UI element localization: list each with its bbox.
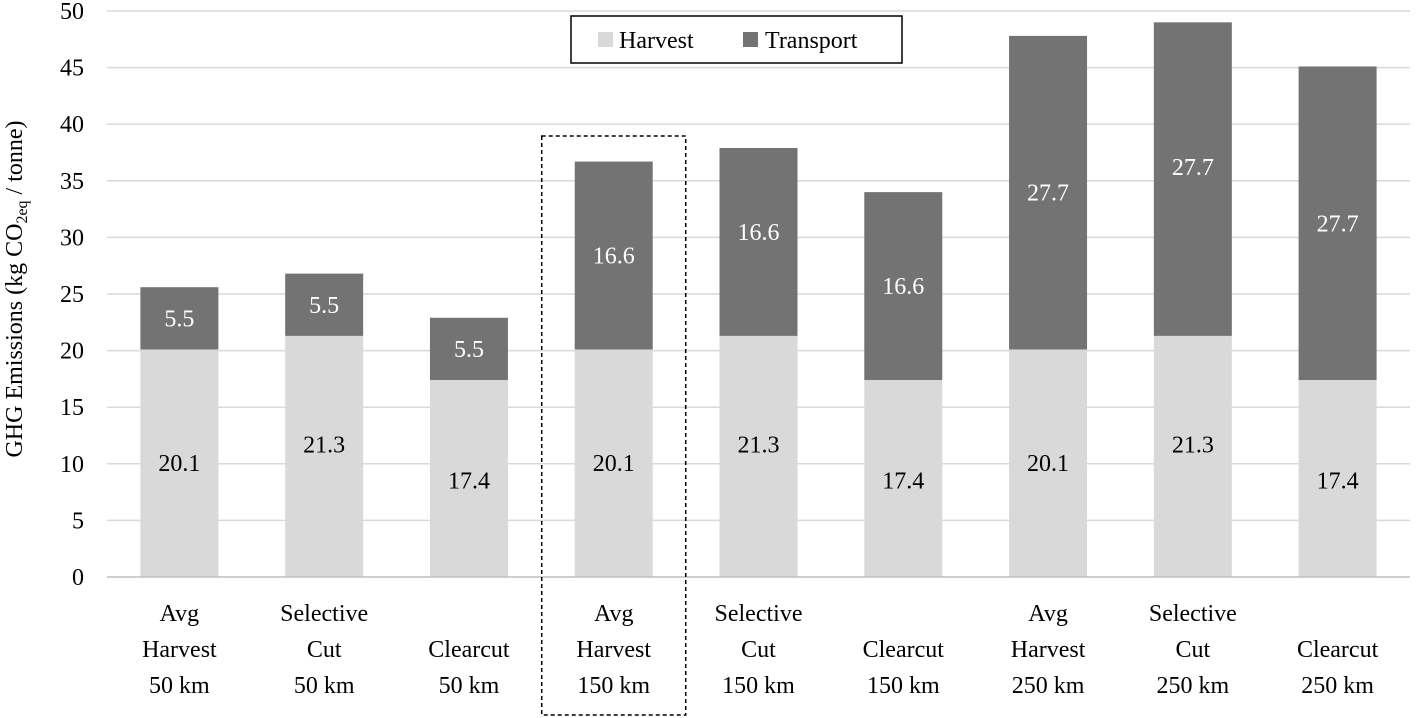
x-tick-label-line: Clearcut [1297,637,1379,663]
data-label-transport-8: 27.7 [1317,211,1359,237]
data-label-harvest-0: 20.1 [158,451,200,477]
legend-box [570,15,903,64]
x-tick-label: Clearcut 250 km [1297,637,1379,699]
y-tick-label: 0 [72,565,84,591]
y-tick-label: 45 [60,56,84,82]
x-tick-label-line: Cut [307,637,342,663]
x-tick-label-line: 50 km [439,673,500,699]
bar-transport-3 [574,161,653,350]
x-tick-label-line: Harvest [1011,637,1086,663]
x-tick-label-line: 250 km [1012,673,1085,699]
x-tick-label: Selective Cut 150 km [715,601,803,699]
x-tick-label-line: Clearcut [428,637,510,663]
bar-transport-5 [864,192,943,381]
x-tick-label: Avg Harvest 250 km [1011,601,1086,699]
data-label-transport-4: 16.6 [738,220,780,246]
data-label-harvest-5: 17.4 [882,469,924,495]
x-tick-label-line: 250 km [1301,673,1374,699]
y-tick-label: 40 [60,112,84,138]
bar-transport-7 [1153,22,1232,336]
data-label-transport-0: 5.5 [164,306,194,332]
bar-harvest-4 [719,335,798,577]
data-label-transport-2: 5.5 [454,337,484,363]
x-tick-label-line: 50 km [294,673,355,699]
bar-harvest-6 [1009,349,1088,577]
x-tick-label-line: 250 km [1156,673,1229,699]
x-tick-label-line: Avg [594,601,634,627]
legend-swatch-harvest [598,32,613,47]
x-tick-label-line: Selective [280,601,368,627]
data-label-transport-7: 27.7 [1172,155,1214,181]
data-label-transport-1: 5.5 [309,293,339,319]
bar-transport-2 [429,317,508,381]
x-tick-label: Selective Cut 250 km [1149,601,1237,699]
data-label-harvest-1: 21.3 [303,432,345,458]
y-axis-label: GHG Emissions (kg CO2eq / tonne) [2,120,31,457]
x-tick-label-line: 150 km [577,673,650,699]
y-axis-label-main: GHG Emissions (kg CO [2,224,28,458]
legend-swatch-transport [743,32,758,47]
x-tick-label-line: Selective [715,601,803,627]
x-tick-label: Clearcut 150 km [863,637,945,699]
x-tick-label-line: 50 km [149,673,210,699]
x-tick-label-line: 150 km [722,673,795,699]
bar-transport-6 [1009,35,1088,350]
x-tick-label: Avg Harvest 150 km [576,601,651,699]
data-label-harvest-8: 17.4 [1317,469,1359,495]
x-tick-label-line: Avg [1028,601,1068,627]
data-label-harvest-6: 20.1 [1027,451,1069,477]
data-label-harvest-3: 20.1 [593,451,635,477]
bar-harvest-8 [1298,380,1377,577]
x-tick-label-line: Harvest [142,637,217,663]
x-tick-label: Avg Harvest 50 km [142,601,217,699]
data-label-harvest-2: 17.4 [448,469,490,495]
y-axis-label-tail: / tonne) [2,120,28,200]
bar-transport-4 [719,147,798,336]
legend: Harvest Transport [570,15,903,64]
bar-harvest-1 [285,335,364,577]
legend-label-harvest: Harvest [619,28,694,54]
y-tick-label: 10 [60,452,84,478]
y-tick-label: 35 [60,169,84,195]
x-tick-label-line: Cut [1175,637,1210,663]
bar-harvest-3 [574,349,653,577]
y-tick-label: 15 [60,395,84,421]
data-label-harvest-7: 21.3 [1172,432,1214,458]
y-axis-label-subscript: 2eq [14,200,31,223]
x-tick-label-line: Harvest [576,637,651,663]
bar-harvest-7 [1153,335,1232,577]
x-tick-label: Selective Cut 50 km [280,601,368,699]
data-label-transport-3: 16.6 [593,244,635,270]
x-tick-label-line: Selective [1149,601,1237,627]
bar-transport-0 [140,287,219,350]
bar-data-labels: 20.1 5.5 21.3 5.5 17.4 5.5 20.1 16.6 21.3 16.6 17.… [158,155,1358,494]
y-tick-label: 20 [60,339,84,365]
data-label-transport-6: 27.7 [1027,181,1069,207]
y-tick-label: 50 [60,0,84,25]
bar-harvest-5 [864,380,943,577]
bars [140,22,1377,577]
y-tick-label: 30 [60,225,84,251]
data-label-transport-5: 16.6 [882,274,924,300]
x-tick-label-line: Cut [741,637,776,663]
bar-harvest-0 [140,349,219,577]
x-tick-label-line: Avg [160,601,200,627]
highlight-dashed-box [540,135,687,716]
bar-transport-1 [285,273,364,336]
legend-label-transport: Transport [765,28,858,54]
x-tick-label: Clearcut 50 km [428,637,510,699]
y-tick-label: 25 [60,282,84,308]
bar-transport-8 [1298,66,1377,381]
x-tick-label-line: 150 km [867,673,940,699]
x-tick-label-line: Clearcut [863,637,945,663]
bar-harvest-2 [429,380,508,577]
data-label-harvest-4: 21.3 [738,432,780,458]
y-tick-label: 5 [72,508,84,534]
y-tick-labels: 0 5 10 15 20 25 30 35 40 45 50 [60,0,84,591]
